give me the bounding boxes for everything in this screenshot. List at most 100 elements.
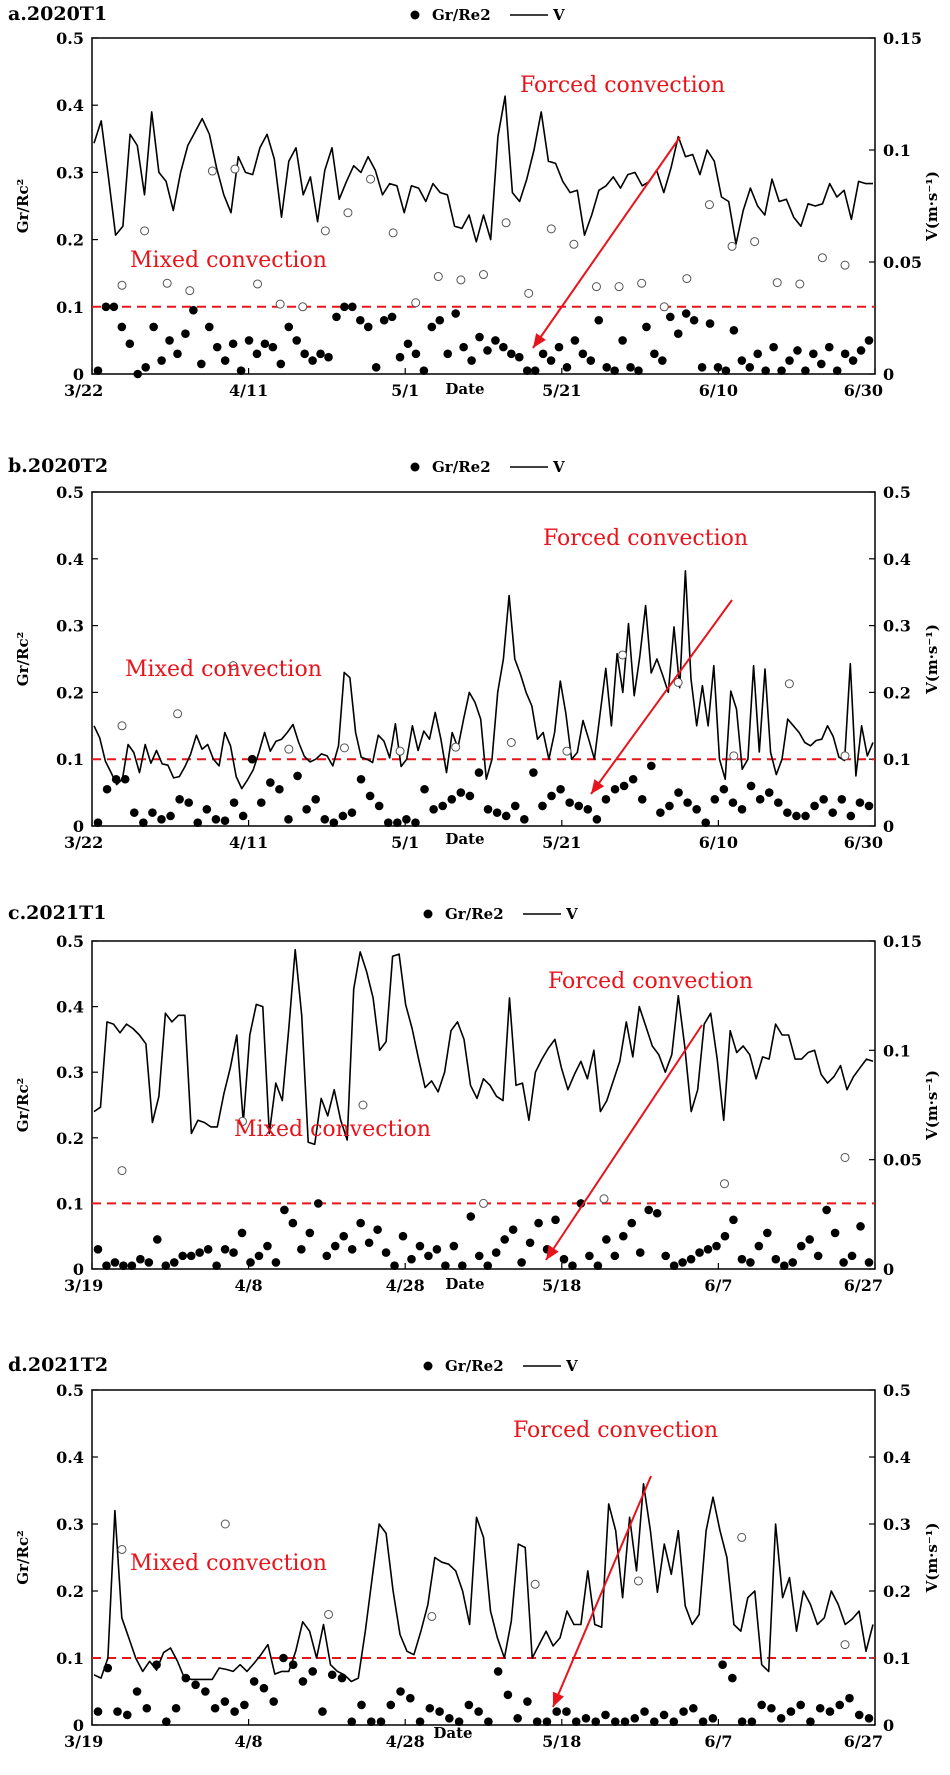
- legend-scatter-marker: [423, 1361, 433, 1371]
- scatter-point: [819, 794, 828, 804]
- y-tick-label: 0: [73, 1260, 84, 1279]
- x-axis-title: Date: [433, 1724, 472, 1742]
- scatter-point-open: [451, 742, 461, 752]
- y2-tick-label: 0.3: [883, 617, 911, 636]
- scatter-point: [822, 1205, 831, 1215]
- scatter-point: [166, 811, 175, 821]
- scatter-point: [710, 794, 720, 804]
- scatter-point: [792, 811, 801, 821]
- scatter-point-open: [117, 1544, 127, 1554]
- scatter-point-open: [682, 274, 692, 284]
- y2-axis-title: V(m·s⁻¹): [923, 1070, 941, 1141]
- legend-scatter-marker: [410, 10, 420, 20]
- y-tick-label: 0.1: [56, 298, 84, 317]
- scatter-point: [788, 1258, 798, 1267]
- scatter-point: [279, 1653, 288, 1663]
- scatter-point: [322, 1251, 332, 1261]
- scatter-point-open: [673, 677, 683, 687]
- scatter-point-open: [343, 208, 353, 218]
- scatter-point: [776, 1714, 786, 1723]
- scatter-point: [801, 366, 810, 375]
- y2-tick-label: 0.3: [883, 1515, 911, 1534]
- scatter-point: [181, 329, 190, 338]
- scatter-point: [175, 794, 184, 804]
- scatter-point: [805, 1235, 814, 1244]
- scatter-point: [220, 1245, 230, 1254]
- arrow-line: [532, 136, 681, 349]
- scatter-point: [507, 349, 516, 359]
- scatter-point: [484, 1717, 493, 1726]
- scatter-point: [438, 801, 447, 811]
- scatter-point-open: [220, 1519, 230, 1529]
- y2-tick-label: 0: [883, 1260, 894, 1279]
- scatter-point-open: [633, 1576, 643, 1586]
- x-tick-label: 3/22: [64, 381, 103, 400]
- scatter-point: [111, 774, 121, 784]
- scatter-point: [856, 346, 866, 355]
- y-tick-label: 0.3: [56, 617, 84, 636]
- scatter-point: [721, 366, 731, 375]
- scatter-point: [642, 322, 651, 332]
- y2-tick-label: 0.1: [883, 141, 911, 160]
- scatter-point: [855, 798, 865, 807]
- scatter-point: [136, 1254, 145, 1264]
- scatter-point: [256, 798, 266, 807]
- scatter-point: [817, 359, 826, 369]
- scatter-point: [302, 805, 311, 814]
- scatter-point: [618, 1231, 628, 1241]
- scatter-point: [365, 791, 375, 801]
- y2-tick-label: 0.15: [883, 932, 922, 951]
- scatter-point: [529, 768, 538, 777]
- y-tick-label: 0.5: [56, 483, 84, 502]
- legend-line-label: V: [552, 458, 565, 476]
- scatter-point: [719, 784, 729, 794]
- scatter-point: [435, 315, 445, 325]
- scatter-point: [340, 302, 349, 312]
- scatter-point: [395, 352, 405, 362]
- scatter-point: [347, 1245, 357, 1254]
- scatter-point: [212, 1261, 221, 1271]
- scatter-point: [284, 322, 294, 332]
- y-tick-label: 0.5: [56, 1381, 84, 1400]
- panel-title: b.2020T2: [8, 455, 108, 477]
- x-tick-label: 5/21: [542, 381, 581, 400]
- scatter-point-open: [817, 253, 827, 263]
- y-tick-label: 0.4: [56, 1448, 84, 1467]
- scatter-point: [237, 1228, 247, 1238]
- scatter-point: [669, 1717, 679, 1726]
- scatter-point: [689, 1703, 698, 1713]
- scatter-point: [220, 816, 230, 825]
- panel-title: a.2020T1: [8, 3, 107, 25]
- scatter-point: [474, 1707, 483, 1716]
- arrow-head: [546, 1245, 559, 1260]
- scatter-point-open: [614, 282, 624, 292]
- scatter-point: [337, 1673, 347, 1683]
- scatter-point: [276, 359, 286, 369]
- scatter-point: [288, 1218, 298, 1228]
- scatter-point-open: [173, 709, 183, 719]
- scatter-point-open: [117, 1166, 127, 1176]
- scatter-point: [552, 1707, 561, 1716]
- y2-tick-label: 0.1: [883, 1041, 911, 1060]
- mixed-convection-label: Mixed convection: [130, 248, 327, 273]
- y2-tick-label: 0.2: [883, 1582, 911, 1601]
- scatter-point: [674, 788, 683, 797]
- scatter-point: [201, 1687, 210, 1696]
- scatter-point: [415, 1717, 425, 1726]
- scatter-point-open: [704, 200, 714, 210]
- scatter-point: [586, 356, 596, 365]
- panel-4: d.2021T2 Gr/Re2 V 0 0.1 0.2 0.3 0.4 0.5 0 0.1 0.2 0.…: [8, 1354, 941, 1751]
- mixed-convection-label: Mixed convection: [234, 1117, 431, 1142]
- scatter-point: [652, 1208, 662, 1218]
- scatter-point: [451, 309, 460, 318]
- scatter-point: [658, 356, 667, 365]
- y-tick-label: 0.4: [56, 550, 84, 569]
- scatter-point: [695, 1248, 704, 1257]
- scatter-point: [813, 1251, 823, 1261]
- scatter-point: [165, 336, 174, 345]
- scatter-point: [832, 366, 842, 375]
- scatter-point-open: [524, 288, 534, 298]
- scatter-point: [93, 818, 103, 827]
- x-tick-label: 6/7: [704, 1732, 732, 1751]
- scatter-point: [268, 342, 278, 352]
